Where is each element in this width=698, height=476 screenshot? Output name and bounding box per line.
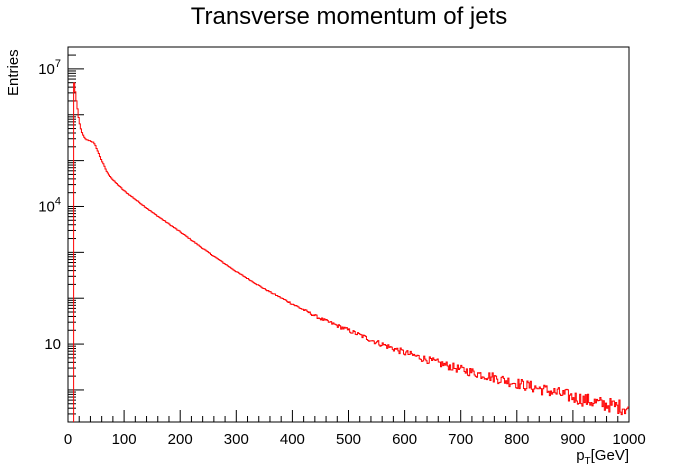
x-tick-label: 0: [64, 431, 72, 448]
y-axis-label: Entries: [5, 49, 22, 96]
x-tick-label: 700: [448, 431, 473, 448]
x-tick-label: 800: [504, 431, 529, 448]
y-tick-label: 107: [38, 58, 61, 78]
x-tick-label: 500: [336, 431, 361, 448]
x-tick-label: 100: [112, 431, 137, 448]
plot-frame: [67, 46, 630, 423]
x-tick-label: 600: [392, 431, 417, 448]
x-axis-label: pT[GeV]: [576, 447, 629, 467]
y-tick-label: 104: [38, 195, 61, 215]
x-tick-label: 900: [560, 431, 585, 448]
series-group: [73, 82, 629, 422]
chart-title: Transverse momentum of jets: [191, 3, 508, 30]
x-tick-label: 400: [280, 431, 305, 448]
x-axis-ticks: 0 100 200 300 400 500 600 700 800 900 1000: [64, 410, 646, 448]
x-tick-label: 200: [168, 431, 193, 448]
x-tick-label: 300: [224, 431, 249, 448]
y-axis-ticks: 10 104 107: [38, 46, 84, 423]
x-tick-label: 1000: [612, 431, 645, 448]
y-tick-label: 10: [44, 336, 61, 353]
series-line: [73, 82, 629, 422]
